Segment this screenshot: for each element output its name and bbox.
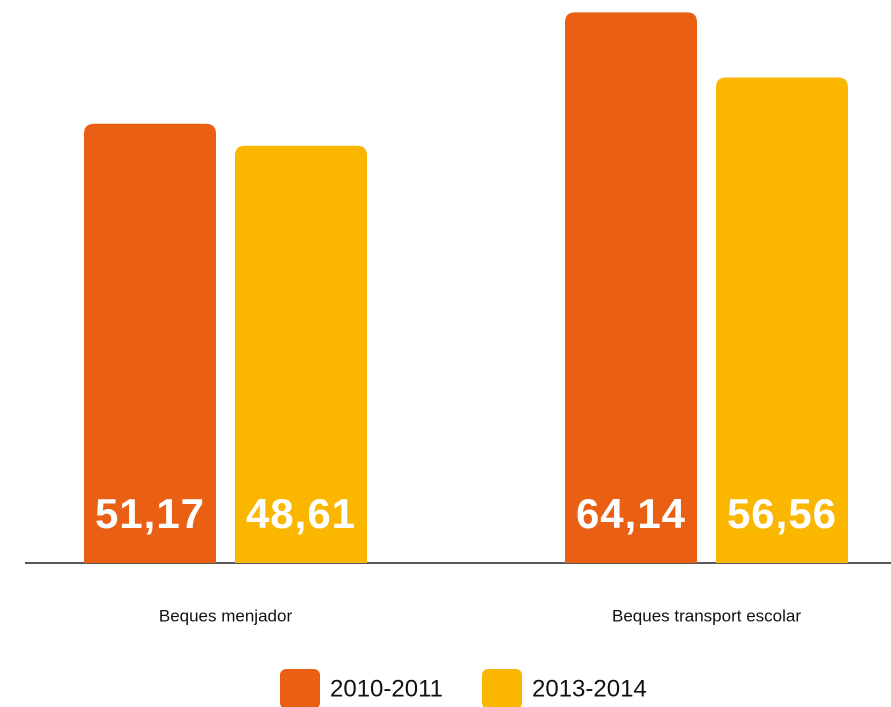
legend-label: 2010-2011 [330,675,443,702]
legend-swatch [482,669,522,707]
x-tick-label: Beques menjador [159,606,293,625]
bar [235,145,367,563]
legend-swatch [280,669,320,707]
bar [565,12,697,564]
value-label: 56,56 [727,490,837,537]
value-label: 48,61 [246,490,356,537]
x-tick-label: Beques transport escolar [612,606,801,625]
value-label: 51,17 [95,490,205,537]
bar [716,77,848,563]
legend-label: 2013-2014 [532,675,647,702]
value-label: 64,14 [576,490,686,537]
bar [84,123,216,564]
